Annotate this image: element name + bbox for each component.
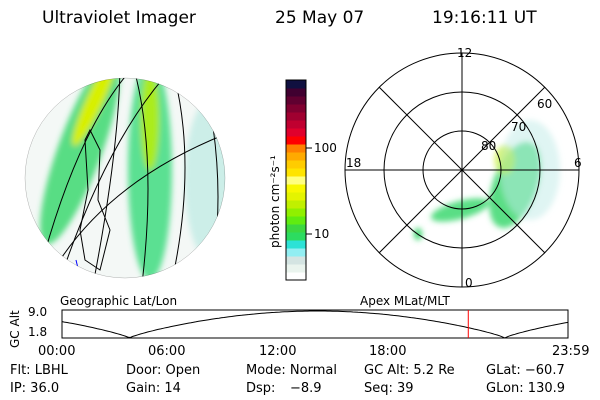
colorbar-swatch bbox=[286, 112, 306, 121]
colorbar-swatch bbox=[286, 240, 306, 249]
xtick-0600: 06:00 bbox=[148, 344, 186, 359]
colorbar-swatch bbox=[286, 104, 306, 113]
lat-60: 60 bbox=[537, 97, 553, 111]
filter-status: Flt: LBHL bbox=[10, 363, 68, 378]
geographic-image bbox=[25, 78, 225, 278]
glat-status: GLat: −60.7 bbox=[486, 363, 565, 378]
gc-alt-status: GC Alt: 5.2 Re bbox=[364, 363, 455, 378]
mlt-0: 0 bbox=[465, 276, 473, 290]
geographic-label: Geographic Lat/Lon bbox=[60, 294, 178, 308]
lat-70: 70 bbox=[511, 120, 527, 134]
mlt-18: 18 bbox=[346, 156, 362, 170]
colorbar-swatch bbox=[286, 128, 306, 137]
colorbar-swatch bbox=[286, 88, 306, 97]
time-label: 19:16:11 UT bbox=[432, 8, 537, 28]
colorbar-swatch bbox=[286, 232, 306, 241]
dsp-label: Dsp: bbox=[246, 381, 276, 396]
altitude-plot-frame bbox=[61, 309, 569, 339]
door-status: Door: Open bbox=[126, 363, 201, 378]
polar-grid bbox=[344, 52, 580, 288]
instrument-title: Ultraviolet Imager bbox=[42, 8, 196, 28]
gain-status: Gain: 14 bbox=[126, 381, 181, 396]
colorbar-label: photon cm⁻²s⁻¹ bbox=[268, 155, 282, 248]
xtick-2359: 23:59 bbox=[552, 344, 590, 359]
colorbar-swatch bbox=[286, 256, 306, 265]
colorbar-swatch bbox=[286, 208, 306, 217]
xtick-1200: 12:00 bbox=[259, 344, 297, 359]
mlt-6: 6 bbox=[574, 156, 582, 170]
colorbar-tick-100: 100 bbox=[314, 141, 337, 155]
mlt-12: 12 bbox=[457, 46, 473, 60]
colorbar-swatch bbox=[286, 184, 306, 193]
lat-80: 80 bbox=[481, 139, 497, 153]
colorbar bbox=[286, 80, 306, 281]
colorbar-swatch bbox=[286, 160, 306, 169]
colorbar-swatch bbox=[286, 120, 306, 129]
ytick-9: 9.0 bbox=[28, 305, 48, 319]
colorbar-swatch bbox=[286, 248, 306, 257]
colorbar-swatch bbox=[286, 224, 306, 233]
ip-status: IP: 36.0 bbox=[10, 381, 60, 396]
colorbar-swatch bbox=[286, 192, 306, 201]
date-label: 25 May 07 bbox=[275, 8, 365, 28]
dsp-value: −8.9 bbox=[290, 381, 322, 396]
colorbar-swatch bbox=[286, 80, 306, 89]
glon-status: GLon: 130.9 bbox=[486, 381, 566, 396]
colorbar-swatch bbox=[286, 264, 306, 273]
polar-image bbox=[414, 120, 560, 240]
colorbar-swatch bbox=[286, 96, 306, 105]
colorbar-swatch bbox=[286, 200, 306, 209]
colorbar-swatch bbox=[286, 136, 306, 145]
xtick-1800: 18:00 bbox=[369, 344, 407, 359]
colorbar-tick-10: 10 bbox=[314, 227, 330, 241]
colorbar-swatch bbox=[286, 216, 306, 225]
apex-label: Apex MLat/MLT bbox=[360, 294, 450, 308]
seq-status: Seq: 39 bbox=[364, 381, 414, 396]
colorbar-swatch bbox=[286, 168, 306, 177]
xtick-0000: 00:00 bbox=[38, 344, 76, 359]
colorbar-swatch bbox=[286, 144, 306, 153]
gc-alt-axis-label: GC Alt bbox=[8, 310, 22, 348]
colorbar-swatch bbox=[286, 272, 306, 281]
ytick-1.8: 1.8 bbox=[28, 325, 48, 339]
colorbar-swatch bbox=[286, 176, 306, 185]
mode-status: Mode: Normal bbox=[246, 363, 337, 378]
altitude-curve bbox=[61, 310, 569, 339]
colorbar-swatch bbox=[286, 152, 306, 161]
